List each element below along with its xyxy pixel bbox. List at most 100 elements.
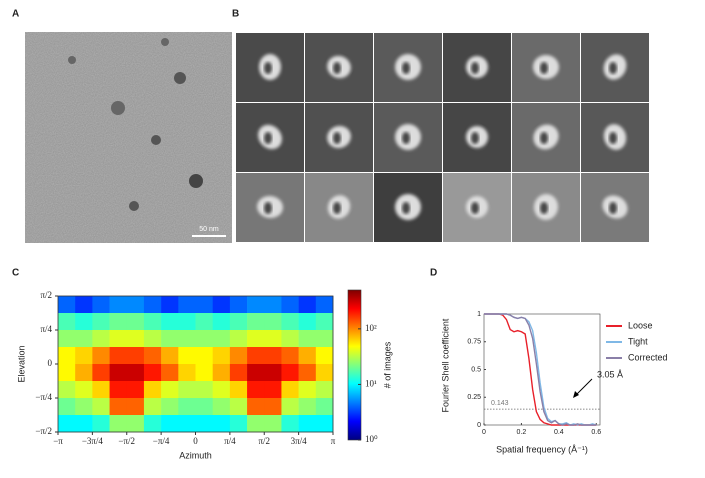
heatmap-cell <box>178 313 196 331</box>
heatmap-cell <box>247 347 265 365</box>
heatmap-cell <box>75 415 93 433</box>
particle-detail <box>540 202 548 214</box>
particle-detail <box>333 202 341 214</box>
colorbar-tick-label: 10¹ <box>365 378 377 388</box>
heatmap-cell <box>126 330 145 348</box>
particle <box>68 56 76 64</box>
x-tick-label: −π/2 <box>118 436 135 446</box>
heatmap-cell <box>247 398 265 416</box>
x-tick-label: 3π/4 <box>291 436 308 446</box>
heatmap-cell <box>161 398 179 416</box>
heatmap-cell <box>315 347 334 365</box>
heatmap-cell <box>178 398 196 416</box>
heatmap-cell <box>109 398 128 416</box>
heatmap-cell <box>126 364 145 382</box>
y-tick-label: π/2 <box>40 290 52 300</box>
micrograph-noise <box>25 32 232 243</box>
heatmap-cell <box>264 347 282 365</box>
x-tick-label: π/4 <box>224 436 236 446</box>
heatmap-cell <box>298 381 317 399</box>
heatmap-cell <box>109 364 128 382</box>
y-tick-label: π/4 <box>40 324 52 334</box>
heatmap-cell <box>281 415 299 433</box>
heatmap-cell <box>178 415 196 433</box>
heatmap-cell <box>161 347 179 365</box>
x-tick-label: 0.4 <box>554 429 564 436</box>
y-tick-label: 0.75 <box>467 339 481 346</box>
heatmap-cell <box>281 330 299 348</box>
heatmap-cell <box>281 296 299 314</box>
heatmap-cell <box>143 398 162 416</box>
heatmap-cell <box>75 330 93 348</box>
fsc-line <box>484 313 597 426</box>
heatmap-cell <box>58 330 76 348</box>
x-tick-label: −3π/4 <box>82 436 104 446</box>
plot-frame <box>483 313 601 426</box>
heatmap-cell <box>315 415 334 433</box>
x-tick-label: π/2 <box>258 436 270 446</box>
particle-detail <box>609 132 617 144</box>
heatmap-cell <box>195 398 213 416</box>
heatmap-cell <box>281 364 299 382</box>
y-axis-label: Fourier Shell coefficient <box>440 318 450 412</box>
particle-detail <box>402 132 410 144</box>
heatmap-cell <box>92 415 110 433</box>
heatmap-cell <box>75 364 93 382</box>
heatmap-cell <box>247 313 265 331</box>
heatmap-cell <box>315 364 334 382</box>
annotation: 3.05 Å <box>597 369 623 379</box>
heatmap-cell <box>92 364 110 382</box>
heatmap-cell <box>212 330 231 348</box>
x-axis-label: Azimuth <box>179 450 212 460</box>
panel-label: A <box>12 9 19 20</box>
heatmap-cell <box>247 381 265 399</box>
particle-detail <box>264 132 272 144</box>
heatmap-cell <box>161 313 179 331</box>
heatmap-cell <box>195 347 213 365</box>
x-tick-label: 0 <box>193 436 198 446</box>
heatmap-cell <box>126 415 145 433</box>
heatmap-cell <box>229 296 248 314</box>
heatmap-cell <box>92 398 110 416</box>
particle-detail <box>471 62 479 74</box>
heatmap-cell <box>92 330 110 348</box>
panel-label: D <box>430 268 437 279</box>
heatmap-cell <box>195 381 213 399</box>
heatmap-cell <box>126 313 145 331</box>
heatmap-cell <box>126 347 145 365</box>
heatmap-cell <box>143 296 162 314</box>
heatmap-cell <box>178 296 196 314</box>
annotation-arrow <box>575 378 593 396</box>
heatmap-cell <box>75 313 93 331</box>
heatmap-cell <box>247 364 265 382</box>
particle-detail <box>402 202 410 214</box>
particle-detail <box>402 62 410 74</box>
heatmap-cell <box>75 381 93 399</box>
heatmap-cell <box>109 347 128 365</box>
heatmap-cell <box>161 330 179 348</box>
colorbar <box>347 289 362 441</box>
particle-detail <box>264 202 272 214</box>
y-axis-label: Elevation <box>16 345 26 382</box>
y-tick-label: −π/4 <box>35 392 52 402</box>
particle-detail <box>540 132 548 144</box>
heatmap-cell <box>212 296 231 314</box>
heatmap-cell <box>143 364 162 382</box>
heatmap-cell <box>264 330 282 348</box>
heatmap-cell <box>75 398 93 416</box>
heatmap-cell <box>247 415 265 433</box>
heatmap-cell <box>58 313 76 331</box>
x-tick-label: π <box>331 436 336 446</box>
heatmap-cell <box>178 347 196 365</box>
heatmap-cell <box>212 415 231 433</box>
heatmap-cell <box>229 313 248 331</box>
heatmap-cell <box>264 381 282 399</box>
heatmap-cell <box>58 415 76 433</box>
particle <box>161 38 169 46</box>
scale-bar-label: 50 nm <box>199 226 219 233</box>
y-tick-label: 1 <box>477 311 481 318</box>
heatmap-cell <box>315 398 334 416</box>
heatmap-cell <box>212 347 231 365</box>
heatmap-cell <box>92 296 110 314</box>
